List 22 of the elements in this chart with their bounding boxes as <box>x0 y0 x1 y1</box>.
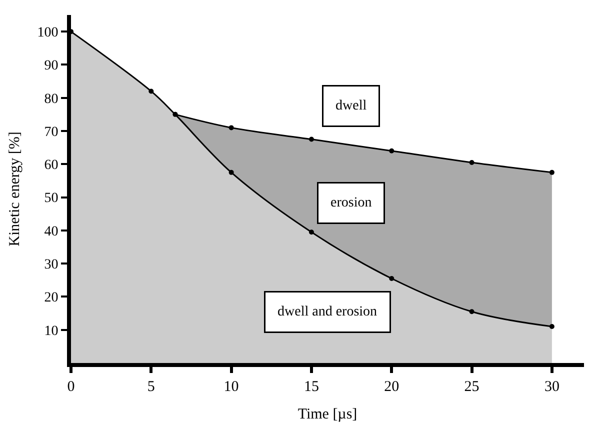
annotation: dwell <box>336 98 367 114</box>
annotation: dwell and erosion <box>278 304 378 320</box>
x-axis-title: Time [µs] <box>298 406 358 422</box>
x-tick-label: 15 <box>304 379 319 395</box>
y-axis-title: Kinetic energy [%] <box>6 132 23 246</box>
y-tick-label: 70 <box>44 124 58 140</box>
x-tick-label: 30 <box>544 379 560 395</box>
x-tick-label: 0 <box>67 379 75 395</box>
y-tick-label: 80 <box>44 92 58 107</box>
y-tick-label: 100 <box>37 25 58 40</box>
y-tick-label: 50 <box>44 191 58 206</box>
x-tick-label: 20 <box>384 379 400 395</box>
x-tick-label: 10 <box>224 379 239 395</box>
y-tick-label: 20 <box>44 290 58 306</box>
y-tick-label: 10 <box>44 324 58 339</box>
y-tick-label: 90 <box>44 58 58 74</box>
y-tick-label: 60 <box>44 158 58 174</box>
x-tick-label: 5 <box>147 379 155 395</box>
y-tick-label: 30 <box>44 257 58 272</box>
y-tick-label: 40 <box>44 224 58 240</box>
annotation: erosion <box>330 196 372 210</box>
x-tick-label: 25 <box>464 379 480 395</box>
